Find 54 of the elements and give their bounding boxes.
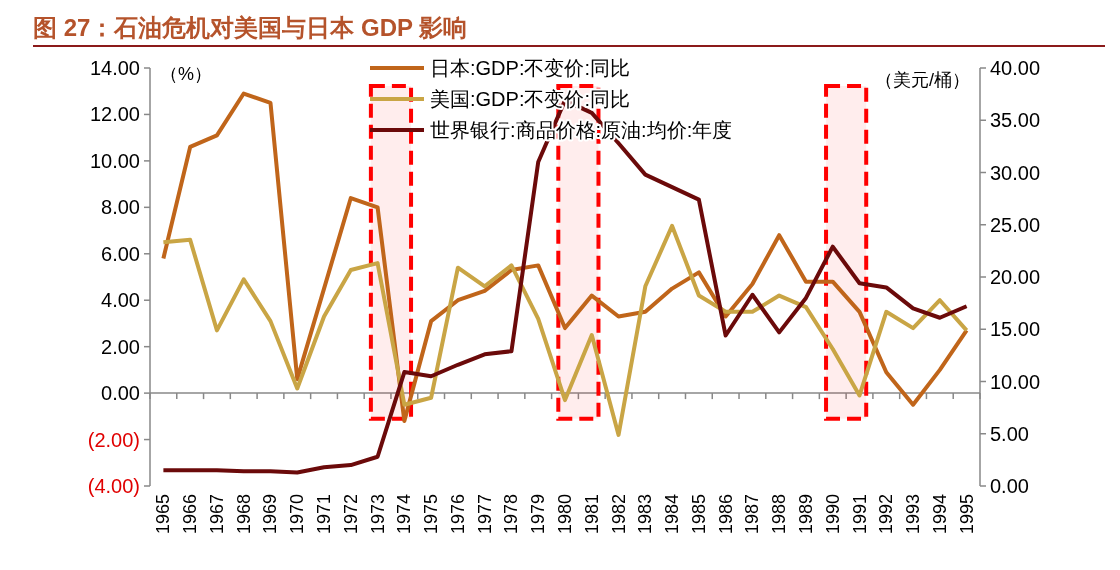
x-tick-label: 1971: [314, 494, 335, 535]
x-tick-label: 1977: [474, 494, 495, 535]
x-tick-label: 1994: [929, 494, 950, 535]
y-tick-label: 2.00: [101, 335, 140, 358]
y-tick-label: 12.00: [89, 103, 140, 126]
y2-tick-label: 25.00: [990, 213, 1041, 236]
y-tick-label: 6.00: [101, 242, 140, 265]
y2-tick-label: 30.00: [990, 161, 1041, 184]
y2-tick-label: 35.00: [990, 109, 1041, 132]
y-tick-label: 14.00: [89, 57, 140, 79]
x-tick-label: 1969: [260, 494, 281, 535]
x-tick-label: 1988: [769, 494, 790, 535]
x-tick-label: 1965: [153, 494, 174, 535]
x-tick-label: 1974: [394, 494, 415, 535]
y-tick-label: (2.00): [87, 428, 140, 451]
y2-tick-label: 15.00: [990, 318, 1041, 341]
x-tick-label: 1980: [555, 494, 575, 535]
x-tick-label: 1995: [956, 494, 977, 535]
x-tick-label: 1978: [501, 494, 522, 535]
x-tick-label: 1975: [421, 494, 442, 535]
x-tick-label: 1983: [635, 494, 656, 535]
x-tick-label: 1990: [822, 494, 843, 535]
x-tick-label: 1979: [528, 494, 549, 535]
y2-tick-label: 40.00: [990, 57, 1041, 79]
y2-tick-label: 0.00: [990, 475, 1029, 497]
x-tick-label: 1993: [903, 494, 924, 535]
x-tick-label: 1982: [608, 494, 629, 535]
x-tick-label: 1991: [849, 494, 870, 535]
y2-axis-title: （美元/桶）: [874, 70, 970, 90]
x-tick-label: 1984: [662, 494, 683, 535]
x-tick-label: 1987: [742, 494, 763, 535]
x-tick-label: 1973: [367, 494, 388, 535]
y-axis-title: （%）: [160, 64, 213, 84]
chart-title: 图 27：石油危机对美国与日本 GDP 影响: [33, 14, 468, 41]
y-tick-label: 10.00: [89, 149, 140, 172]
x-tick-label: 1968: [233, 494, 254, 535]
x-tick-label: 1985: [688, 494, 709, 535]
x-tick-label: 1966: [180, 494, 201, 535]
legend-label: 日本:GDP:不变价:同比: [430, 57, 631, 79]
x-tick-label: 1972: [340, 494, 361, 535]
x-tick-label: 1970: [287, 494, 308, 535]
y-tick-label: 4.00: [101, 289, 140, 312]
y-tick-label: 8.00: [101, 196, 140, 219]
y2-tick-label: 20.00: [990, 266, 1041, 288]
x-tick-label: 1981: [581, 494, 602, 535]
y-tick-label: (4.00): [87, 475, 140, 497]
x-tick-label: 1992: [876, 494, 897, 535]
x-tick-label: 1989: [795, 494, 816, 535]
y-tick-label: 0.00: [101, 382, 140, 405]
y2-tick-label: 10.00: [990, 370, 1041, 393]
x-tick-label: 1986: [715, 494, 736, 535]
y2-tick-label: 5.00: [990, 422, 1029, 445]
x-tick-label: 1976: [447, 494, 468, 535]
x-tick-label: 1967: [206, 494, 227, 535]
